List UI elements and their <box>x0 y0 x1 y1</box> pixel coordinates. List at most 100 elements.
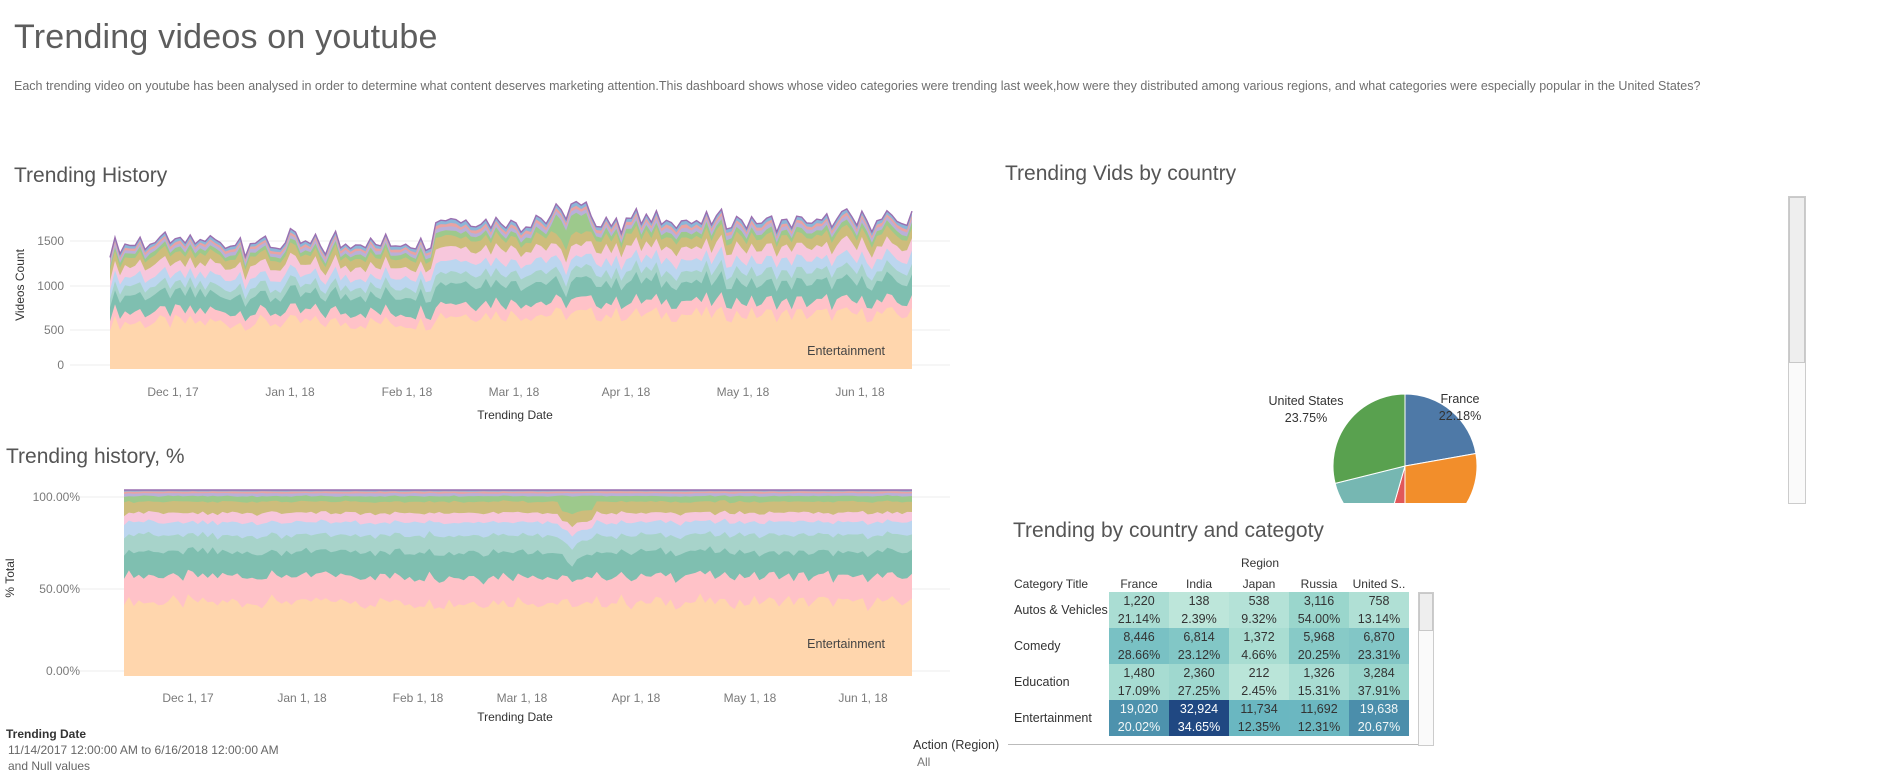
pie-label-france-name: France <box>1440 392 1480 406</box>
x-tick-label: Jun 1, 18 <box>838 691 888 705</box>
x-tick-label: Mar 1, 18 <box>489 385 540 399</box>
heatmap-cell[interactable]: 1,372 4.66% <box>1229 628 1289 664</box>
heatmap-cell-percent: 27.25% <box>1177 684 1221 698</box>
area-series-layer[interactable] <box>124 593 912 677</box>
heatmap-cell-count: 8,446 <box>1123 630 1155 644</box>
heatmap-cell[interactable]: 32,924 34.65% <box>1169 700 1229 736</box>
heatmap-cell-count: 6,870 <box>1363 630 1395 644</box>
region-column-header[interactable]: India <box>1185 577 1213 591</box>
heatmap-cell-count: 11,692 <box>1300 702 1338 716</box>
action-region-value[interactable]: All <box>917 755 931 769</box>
heatmap-cell[interactable]: 1,220 21.14% <box>1109 592 1169 628</box>
heatmap-cell-count: 11,734 <box>1240 702 1278 716</box>
category-table-bottom-rule <box>1008 744 1418 745</box>
region-column-header[interactable]: Russia <box>1300 577 1338 591</box>
x-tick-label: Apr 1, 18 <box>602 385 651 399</box>
heatmap-cell-percent: 20.25% <box>1297 648 1341 662</box>
heatmap-cell[interactable]: 6,814 23.12% <box>1169 628 1229 664</box>
country-pie-chart[interactable] <box>1265 393 1565 503</box>
heatmap-cell[interactable]: 11,734 12.35% <box>1229 700 1289 736</box>
heatmap-cell[interactable]: 5,968 20.25% <box>1289 628 1349 664</box>
heatmap-cell-count: 5,968 <box>1303 630 1335 644</box>
region-column-header[interactable]: United S.. <box>1352 577 1406 591</box>
heatmap-cell[interactable]: 2,360 27.25% <box>1169 664 1229 700</box>
y-tick-label: 500 <box>44 323 64 337</box>
heatmap-cell[interactable]: 3,284 37.91% <box>1349 664 1409 700</box>
heatmap-cell-percent: 23.12% <box>1177 648 1221 662</box>
category-row-label[interactable]: Autos & Vehicles <box>1014 603 1108 617</box>
heatmap-cell[interactable]: 1,480 17.09% <box>1109 664 1169 700</box>
heatmap-cell-count: 1,220 <box>1123 594 1155 608</box>
pie-label-us-pct: 23.75% <box>1284 411 1328 425</box>
x-tick-label: Mar 1, 18 <box>497 691 548 705</box>
pie-slice[interactable] <box>1404 393 1477 467</box>
heatmap-cell[interactable]: 1,326 15.31% <box>1289 664 1349 700</box>
country-pie-viewport <box>1265 393 1565 503</box>
date-filter-null[interactable]: and Null values <box>8 759 91 773</box>
heatmap-cell-percent: 12.31% <box>1297 720 1341 734</box>
region-column-header[interactable]: Japan <box>1242 577 1276 591</box>
x-tick-label: May 1, 18 <box>724 691 777 705</box>
heatmap-cell[interactable]: 11,692 12.31% <box>1289 700 1349 736</box>
history-pct-entertainment-label: Entertainment <box>807 637 885 651</box>
heatmap-cell-count: 3,116 <box>1303 594 1335 608</box>
heatmap-cell-count: 3,284 <box>1363 666 1395 680</box>
history-pct-x-axis-label: Trending Date <box>477 710 553 724</box>
heatmap-cell[interactable]: 19,020 20.02% <box>1109 700 1169 736</box>
area-series-layer[interactable] <box>110 306 912 369</box>
history-area-chart[interactable]: 1500 1000 500 0 Dec 1, 17 Jan 1, 18 Feb 1, 18… <box>0 190 950 430</box>
y-tick-label: 1500 <box>37 234 64 248</box>
region-column-group: Region <box>1241 556 1280 570</box>
date-filter-value[interactable]: 11/14/2017 12:00:00 AM to 6/16/2018 12:0… <box>8 743 279 757</box>
pie-slice[interactable] <box>1332 393 1406 485</box>
pie-label-united-states: United States 23.75% <box>1266 393 1346 427</box>
pie-slice[interactable] <box>1385 465 1406 503</box>
region-column-header[interactable]: France <box>1120 577 1158 591</box>
history-entertainment-label: Entertainment <box>807 344 885 358</box>
heatmap-cell[interactable]: 19,638 20.67% <box>1349 700 1409 736</box>
heatmap-cell-count: 19,020 <box>1119 702 1159 716</box>
history-y-axis-label: Videos Count <box>13 248 27 320</box>
pie-slice[interactable] <box>1404 452 1478 503</box>
heatmap-cell-count: 19,638 <box>1359 702 1399 716</box>
heatmap-cell[interactable]: 138 2.39% <box>1169 592 1229 628</box>
heatmap-cell-percent: 2.39% <box>1181 612 1217 626</box>
heatmap-cell-count: 32,924 <box>1179 702 1219 716</box>
heatmap-cell-percent: 54.00% <box>1297 612 1341 626</box>
country-scrollbar-thumb[interactable] <box>1789 197 1805 363</box>
country-scrollbar[interactable] <box>1788 196 1806 504</box>
category-row-label[interactable]: Entertainment <box>1014 711 1092 725</box>
heatmap-cell[interactable]: 3,116 54.00% <box>1289 592 1349 628</box>
history-pct-y-axis-label: % Total <box>3 558 17 597</box>
x-tick-label: Jan 1, 18 <box>277 691 327 705</box>
x-tick-label: Jan 1, 18 <box>265 385 315 399</box>
heatmap-cell[interactable]: 212 2.45% <box>1229 664 1289 700</box>
category-table-title: Trending by country and categoty <box>1013 519 1324 542</box>
heatmap-cell-percent: 21.14% <box>1117 612 1161 626</box>
pie-label-france-pct: 22.18% <box>1438 409 1482 423</box>
category-heatmap[interactable]: Autos & Vehicles 1,220 21.14% 138 2.39% 538 9.… <box>1013 592 1415 744</box>
category-row-label[interactable]: Education <box>1014 675 1070 689</box>
category-table-scrollbar[interactable] <box>1418 592 1434 746</box>
action-region-title: Action (Region) <box>913 738 1000 752</box>
category-row-label[interactable]: Comedy <box>1014 639 1061 653</box>
heatmap-cell-percent: 20.02% <box>1117 720 1161 734</box>
heatmap-cell[interactable]: 6,870 23.31% <box>1349 628 1409 664</box>
heatmap-cell[interactable]: 538 9.32% <box>1229 592 1289 628</box>
heatmap-cell-count: 1,326 <box>1303 666 1335 680</box>
x-tick-label: Apr 1, 18 <box>612 691 661 705</box>
heatmap-cell-count: 1,480 <box>1123 666 1155 680</box>
pie-label-us-name: United States <box>1268 394 1344 408</box>
history-title: Trending History <box>14 164 168 187</box>
pie-slice[interactable] <box>1334 465 1406 503</box>
heatmap-cell-percent: 28.66% <box>1117 648 1161 662</box>
heatmap-cell-count: 538 <box>1248 594 1270 608</box>
category-row-header: Category Title <box>1014 577 1089 591</box>
heatmap-cell-percent: 15.31% <box>1297 684 1341 698</box>
heatmap-cell[interactable]: 8,446 28.66% <box>1109 628 1169 664</box>
category-table-scrollbar-thumb[interactable] <box>1419 593 1433 631</box>
heatmap-cell-percent: 23.31% <box>1357 648 1401 662</box>
heatmap-cell[interactable]: 758 13.14% <box>1349 592 1409 628</box>
y-tick-label: 100.00% <box>33 490 81 504</box>
history-pct-area-chart[interactable]: 100.00% 50.00% 0.00% Dec 1, 17 Jan 1, 18 Feb… <box>0 478 950 728</box>
